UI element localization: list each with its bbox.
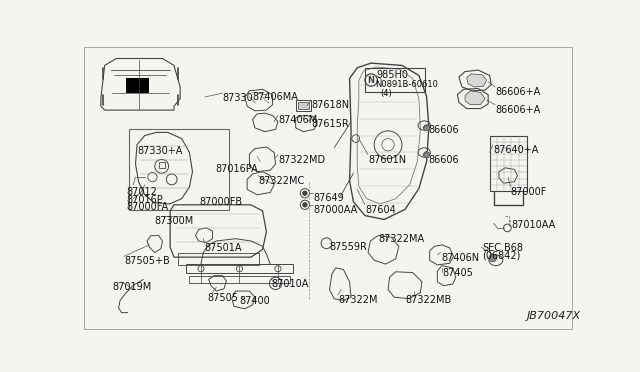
Text: 985H0: 985H0 <box>376 70 408 80</box>
Text: (06842): (06842) <box>482 251 520 261</box>
Text: 86606+A: 86606+A <box>496 105 541 115</box>
Bar <box>189 276 289 283</box>
Text: 87559R: 87559R <box>330 242 367 252</box>
Text: SEC.B68: SEC.B68 <box>482 243 523 253</box>
Text: 87330: 87330 <box>223 93 253 103</box>
Text: 87016PA: 87016PA <box>216 164 259 174</box>
Bar <box>365 68 425 92</box>
Text: 87016P: 87016P <box>126 195 163 205</box>
Text: 87618N: 87618N <box>311 100 349 110</box>
Text: 87000F: 87000F <box>511 187 547 197</box>
Text: 87649: 87649 <box>314 193 344 203</box>
Text: 87400: 87400 <box>239 296 270 307</box>
Bar <box>129 129 230 210</box>
Text: 87000FA: 87000FA <box>126 202 168 212</box>
Ellipse shape <box>424 152 429 158</box>
Text: 87010A: 87010A <box>271 279 308 289</box>
Text: 87300M: 87300M <box>155 216 194 225</box>
Bar <box>298 102 308 109</box>
Text: 87501A: 87501A <box>205 243 243 253</box>
Text: 87505: 87505 <box>207 293 238 302</box>
Text: JB70047X: JB70047X <box>527 311 580 321</box>
Bar <box>186 264 293 273</box>
Text: 87330+A: 87330+A <box>137 146 182 156</box>
Polygon shape <box>467 74 486 87</box>
Text: 87322MA: 87322MA <box>378 234 424 244</box>
Text: 87604: 87604 <box>365 205 396 215</box>
Text: 87322M: 87322M <box>338 295 378 305</box>
Text: N0891B-60610: N0891B-60610 <box>375 80 438 89</box>
Text: 87615R: 87615R <box>311 119 349 129</box>
Text: 87601N: 87601N <box>369 155 407 165</box>
Bar <box>126 78 148 92</box>
Text: 86606: 86606 <box>428 125 459 135</box>
Ellipse shape <box>303 202 307 207</box>
Text: 87000FB: 87000FB <box>200 197 243 207</box>
Text: 87640+A: 87640+A <box>493 145 539 155</box>
Text: 87406N: 87406N <box>441 253 479 263</box>
Text: 87505+B: 87505+B <box>124 256 170 266</box>
Text: 86606+A: 86606+A <box>496 87 541 97</box>
Text: 86606: 86606 <box>428 155 459 165</box>
Text: (4): (4) <box>380 89 392 97</box>
Bar <box>296 100 311 111</box>
Text: 87405: 87405 <box>442 268 473 278</box>
Text: 87010AA: 87010AA <box>511 220 556 230</box>
Text: 87406MA: 87406MA <box>253 92 298 102</box>
Bar <box>159 162 164 168</box>
Ellipse shape <box>489 254 497 262</box>
Text: 87012: 87012 <box>126 187 157 197</box>
Text: 87406M: 87406M <box>278 115 317 125</box>
Text: 87322MC: 87322MC <box>259 176 305 186</box>
Text: 87019M: 87019M <box>113 282 152 292</box>
Ellipse shape <box>303 191 307 196</box>
Ellipse shape <box>424 125 429 131</box>
Text: 87322MB: 87322MB <box>406 295 452 305</box>
Text: N: N <box>367 76 374 84</box>
Bar <box>490 135 527 191</box>
Text: 87000AA: 87000AA <box>314 205 358 215</box>
Text: 87322MD: 87322MD <box>278 155 325 165</box>
Polygon shape <box>465 91 485 105</box>
